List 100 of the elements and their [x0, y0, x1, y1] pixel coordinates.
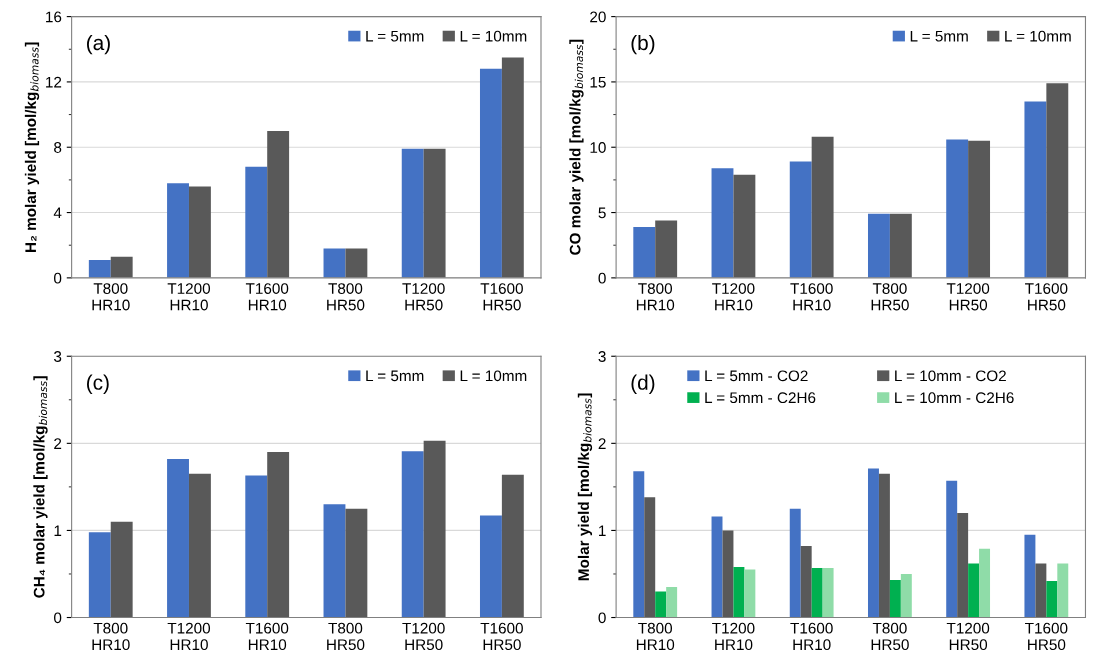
bar [889, 213, 912, 278]
x-tick-label: T800 HR50 [327, 622, 365, 651]
bar [946, 480, 958, 618]
x-tick-label: T800 HR50 [327, 283, 365, 311]
bar [878, 473, 890, 618]
bar [88, 259, 111, 278]
x-tick-label: T1600 HR10 [790, 283, 833, 311]
legend-label: L = 10mm [1005, 30, 1071, 42]
bar [267, 130, 290, 278]
bar [167, 459, 189, 618]
bar [733, 567, 745, 618]
y-tick-label: 4 [53, 207, 62, 219]
bar [167, 183, 189, 278]
bar [722, 530, 734, 618]
y-tick-label: 1 [599, 525, 606, 536]
bar [110, 521, 133, 618]
y-tick-label: 15 [590, 76, 606, 88]
x-tick-label: T1600 HR10 [790, 622, 833, 651]
bar [733, 174, 756, 278]
bar [644, 497, 656, 618]
y-tick-label: 0 [598, 272, 606, 284]
y-tick-label: 8 [54, 142, 62, 153]
x-tick-label: T800 HR10 [636, 622, 675, 651]
bar [345, 248, 368, 278]
x-tick-label: T800 HR10 [92, 283, 130, 311]
x-tick-label: T1200 HR50 [402, 622, 445, 651]
x-tick-label: T1200 HR10 [167, 283, 211, 311]
bar [979, 548, 991, 618]
x-tick-label: T1600 HR50 [480, 622, 523, 651]
y-tick-label: 12 [46, 76, 62, 88]
bar [655, 591, 667, 618]
x-tick-label: T1200 HR50 [402, 283, 445, 311]
annotation: (a) [87, 34, 110, 55]
bar [479, 515, 502, 618]
y-tick-label: 0 [54, 272, 62, 284]
bar [188, 473, 211, 618]
bar [900, 573, 912, 618]
annotation: (b) [631, 34, 655, 55]
x-tick-label: T1600 HR10 [245, 622, 289, 651]
bar [245, 166, 268, 278]
legend-label: L = 5mm [366, 30, 424, 42]
y-tick-label: 0 [54, 612, 62, 624]
bar [666, 587, 678, 618]
bar [423, 148, 446, 278]
y-tick-label: 1 [54, 525, 62, 536]
bar [968, 140, 991, 278]
bar [245, 475, 268, 618]
bar [868, 468, 879, 618]
bar [711, 168, 734, 278]
bar [479, 68, 502, 278]
bar [188, 186, 211, 278]
x-tick-label: T1200 HR10 [167, 622, 211, 651]
y-tick-label: 10 [590, 142, 606, 153]
bar [1057, 563, 1069, 618]
bar [633, 471, 645, 618]
bar [501, 474, 524, 618]
bar [889, 580, 901, 618]
bar [655, 220, 678, 278]
bar [1046, 83, 1069, 278]
bar [789, 161, 812, 278]
bar [323, 504, 346, 618]
legend-label: L = 10mm [460, 370, 527, 382]
bar [800, 546, 812, 618]
y-axis-title: CH₄ molar yield [mol/kg$_{biomass}$] [33, 376, 48, 598]
x-tick-label: T800 HR50 [871, 283, 909, 311]
bar [501, 57, 524, 278]
bar [423, 440, 446, 618]
x-tick-label: T800 HR10 [636, 283, 675, 311]
bar [267, 452, 290, 618]
bar [811, 567, 823, 618]
bar [957, 513, 969, 618]
bar [345, 508, 368, 618]
bar [1046, 580, 1058, 618]
y-tick-label: 0 [598, 612, 606, 624]
bar [323, 248, 346, 278]
y-tick-label: 2 [54, 438, 62, 449]
legend-label: L = 5mm [910, 30, 968, 42]
x-tick-label: T800 HR50 [871, 622, 909, 651]
y-axis-title: Molar yield [mol/kg$_{biomass}$] [577, 393, 593, 581]
annotation: (d) [631, 374, 655, 394]
bar [868, 213, 890, 278]
y-tick-label: 2 [598, 438, 606, 449]
legend-label: L = 5mm [366, 370, 424, 382]
x-tick-label: T1600 HR50 [480, 283, 523, 311]
bar [633, 226, 656, 278]
x-tick-label: T1600 HR50 [1025, 283, 1068, 311]
bar [88, 532, 111, 618]
bar [946, 139, 969, 278]
bar [1024, 534, 1036, 618]
bar [789, 508, 801, 618]
y-tick-label: 5 [598, 207, 606, 219]
legend-label: L = 5mm - CO2 [705, 370, 808, 382]
bar [968, 563, 980, 618]
bar [811, 136, 834, 278]
legend-label: L = 10mm - CO2 [895, 370, 1006, 382]
bar [401, 451, 424, 618]
y-tick-label: 3 [53, 351, 62, 362]
y-tick-label: 16 [46, 11, 62, 23]
y-tick-label: 20 [590, 11, 606, 23]
legend-label: L = 5mm - C2H6 [705, 392, 816, 404]
